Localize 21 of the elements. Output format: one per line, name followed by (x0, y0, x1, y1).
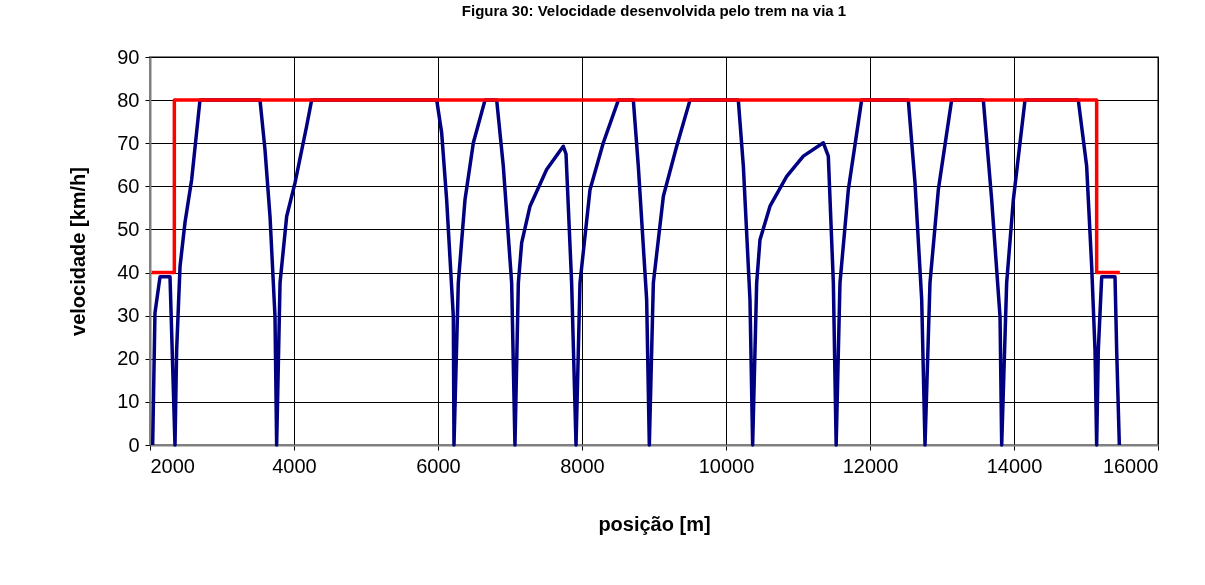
x-tick-label: 2000 (150, 454, 195, 477)
y-tick-label: 70 (117, 131, 140, 154)
y-tick-label: 0 (128, 433, 140, 456)
y-tick-label: 20 (117, 347, 140, 370)
x-tick-label: 4000 (272, 454, 317, 477)
chart-title: Figura 30: Velocidade desenvolvida pelo trem na via 1 (461, 2, 847, 19)
x-axis-title: posição [m] (598, 512, 711, 535)
y-tick-label: 10 (117, 390, 140, 413)
x-tick-label: 16000 (1102, 454, 1159, 477)
y-tick-label: 30 (117, 304, 140, 327)
y-tick-label: 60 (117, 174, 140, 197)
y-tick-label: 50 (117, 217, 140, 240)
x-tick-label: 12000 (842, 454, 899, 477)
x-tick-label: 10000 (698, 454, 755, 477)
y-tick-label: 40 (117, 261, 140, 284)
y-tick-label: 80 (117, 88, 140, 111)
x-tick-label: 8000 (560, 454, 605, 477)
y-tick-label: 90 (117, 45, 140, 68)
x-tick-label: 14000 (986, 454, 1043, 477)
x-tick-label: 6000 (416, 454, 461, 477)
y-axis-title: velocidade [km/h] (67, 167, 90, 336)
